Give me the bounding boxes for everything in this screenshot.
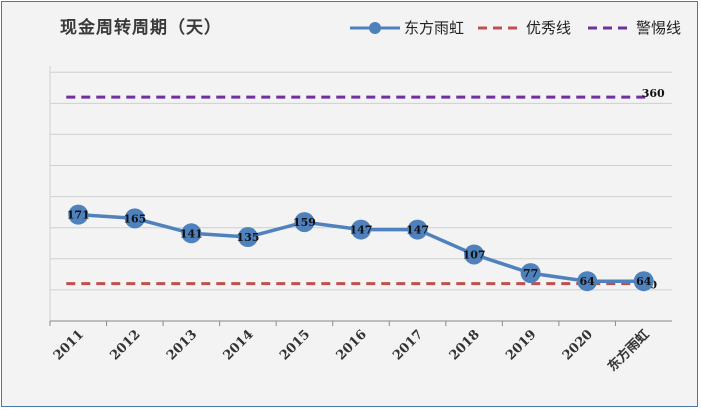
x-tick-label: 2020: [560, 327, 596, 363]
data-point: [577, 271, 598, 292]
legend-item-excellent: 优秀线: [478, 17, 571, 38]
data-label: 165: [123, 212, 146, 225]
x-tick-label: 2012: [107, 327, 143, 363]
x-tick-label: 2013: [164, 327, 200, 363]
x-tick-label: 2019: [503, 327, 539, 363]
data-label: 107: [463, 248, 486, 261]
x-tick-label: 东方雨虹: [604, 327, 652, 375]
data-point: [124, 208, 145, 229]
x-tick-label: 2011: [51, 327, 87, 363]
data-label: 171: [67, 209, 90, 222]
data-label: 77: [523, 267, 538, 280]
data-point: [351, 219, 371, 240]
legend-line-marker-icon: [350, 21, 400, 34]
x-tick-label: 2018: [447, 327, 483, 363]
data-label: 64: [636, 275, 652, 288]
legend-label-warning: 警惕线: [636, 19, 682, 37]
legend-dash-purple-icon: [588, 26, 632, 29]
warning-line-label: 360: [642, 87, 665, 100]
data-point: [520, 263, 541, 284]
data-point: [294, 212, 315, 233]
legend-dash-red-icon: [478, 26, 522, 29]
x-tick-label: 2015: [277, 327, 313, 363]
data-point: [68, 204, 89, 225]
data-point: [181, 223, 202, 244]
x-tick-label: 2016: [334, 327, 370, 363]
data-point: [633, 271, 654, 292]
legend-label-excellent: 优秀线: [526, 19, 572, 37]
data-label: 141: [180, 227, 203, 240]
x-tick-label: 2017: [390, 327, 426, 363]
data-point: [407, 219, 428, 240]
legend-label-dongfang: 东方雨虹: [404, 19, 465, 37]
data-label: 147: [406, 224, 429, 237]
data-point: [464, 244, 485, 265]
data-label: 159: [293, 216, 316, 229]
data-label: 147: [350, 224, 373, 237]
chart-title: 现金周转周期（天）: [60, 18, 222, 38]
legend-item-dongfang: 东方雨虹: [350, 17, 464, 38]
data-label: 64: [580, 275, 596, 288]
x-tick-label: 2014: [221, 327, 257, 363]
data-label: 135: [236, 231, 259, 244]
data-point: [237, 227, 258, 248]
legend-item-warning: 警惕线: [588, 17, 681, 38]
